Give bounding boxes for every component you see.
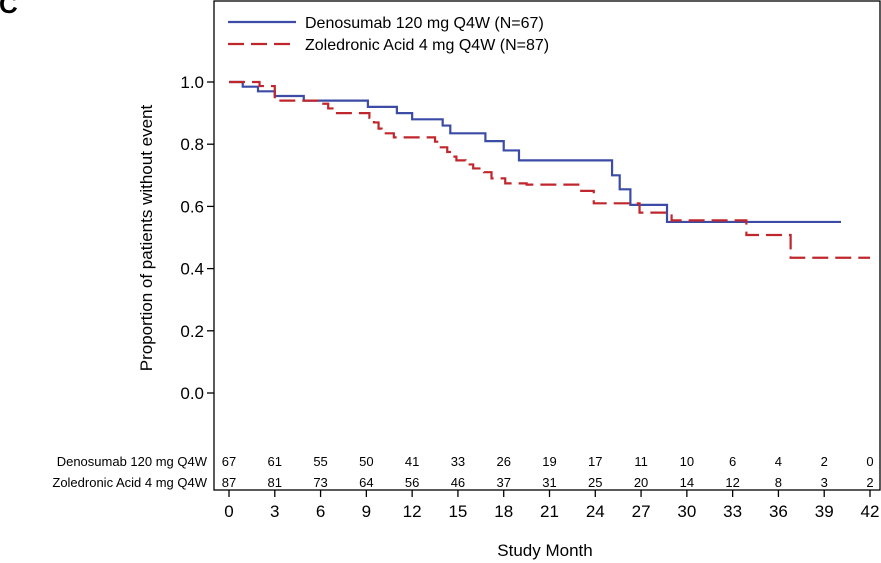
risk-table-cell: 3	[821, 475, 828, 490]
risk-table-cell: 11	[634, 454, 648, 469]
risk-table-cell: 14	[680, 475, 694, 490]
x-tick-label: 9	[362, 502, 371, 521]
risk-table-cell: 26	[496, 454, 510, 469]
risk-table-cell: 81	[268, 475, 282, 490]
x-tick-label: 0	[224, 502, 233, 521]
y-axis-title: Proportion of patients without event	[137, 104, 156, 371]
risk-table-cell: 12	[725, 475, 739, 490]
legend: Denosumab 120 mg Q4W (N=67) Zoledronic Ac…	[228, 15, 549, 54]
risk-table-cell: 73	[313, 475, 327, 490]
x-tick-label: 3	[270, 502, 279, 521]
legend-label: Zoledronic Acid 4 mg Q4W (N=87)	[305, 37, 549, 54]
y-tick-label: 0.6	[180, 197, 204, 216]
y-tick-label: 0.0	[180, 384, 204, 403]
x-tick-label: 30	[677, 502, 696, 521]
y-tick-label: 0.2	[180, 322, 204, 341]
x-tick-label: 15	[448, 502, 467, 521]
x-tick-label: 36	[769, 502, 788, 521]
y-tick-label: 1.0	[180, 73, 204, 92]
risk-table-cell: 56	[405, 475, 419, 490]
risk-table-cell: 67	[222, 454, 236, 469]
risk-table-cell: 87	[222, 475, 236, 490]
panel-label: C	[0, 0, 18, 19]
series-line-zoledronic-acid	[229, 80, 870, 259]
y-tick-label: 0.8	[180, 135, 204, 154]
y-axis: 0.0 0.2 0.4 0.6 0.8 1.0	[180, 73, 214, 403]
risk-table-cell: 31	[542, 475, 556, 490]
legend-label: Denosumab 120 mg Q4W (N=67)	[305, 15, 544, 32]
risk-table: Denosumab 120 mg Q4W 67 61 55 50 41 33 26 19 17 11…	[52, 454, 873, 490]
risk-table-cell: 50	[359, 454, 373, 469]
risk-table-cell: 55	[313, 454, 327, 469]
risk-table-cell: 0	[866, 454, 873, 469]
series-line-denosumab	[229, 80, 842, 224]
plot-frame	[213, 0, 881, 491]
risk-table-cell: 4	[775, 454, 782, 469]
risk-table-row-label: Zoledronic Acid 4 mg Q4W	[52, 475, 207, 490]
x-tick-label: 39	[815, 502, 834, 521]
risk-table-cell: 8	[775, 475, 782, 490]
risk-table-cell: 2	[866, 475, 873, 490]
x-tick-label: 18	[494, 502, 513, 521]
risk-table-cell: 17	[588, 454, 602, 469]
risk-table-cell: 6	[729, 454, 736, 469]
risk-table-cell: 37	[496, 475, 510, 490]
risk-table-cell: 25	[588, 475, 602, 490]
risk-table-cell: 19	[542, 454, 556, 469]
x-tick-label: 6	[316, 502, 325, 521]
x-tick-label: 12	[403, 502, 422, 521]
series-layer	[229, 80, 870, 259]
risk-table-cell: 64	[359, 475, 373, 490]
x-axis: 0 3 6 9 12 15 18 21 24 27 30 33 36 39 42	[224, 490, 879, 521]
risk-table-cell: 20	[634, 475, 648, 490]
x-tick-label: 24	[586, 502, 605, 521]
risk-table-row-label: Denosumab 120 mg Q4W	[57, 454, 208, 469]
risk-table-cell: 46	[451, 475, 465, 490]
x-tick-label: 21	[540, 502, 559, 521]
y-tick-label: 0.4	[180, 260, 204, 279]
risk-table-cell: 33	[451, 454, 465, 469]
x-tick-label: 27	[632, 502, 651, 521]
x-tick-label: 33	[723, 502, 742, 521]
risk-table-cell: 41	[405, 454, 419, 469]
risk-table-cell: 61	[268, 454, 282, 469]
risk-table-cell: 10	[680, 454, 694, 469]
risk-table-cell: 2	[821, 454, 828, 469]
x-axis-title: Study Month	[497, 541, 592, 560]
x-tick-label: 42	[861, 502, 880, 521]
